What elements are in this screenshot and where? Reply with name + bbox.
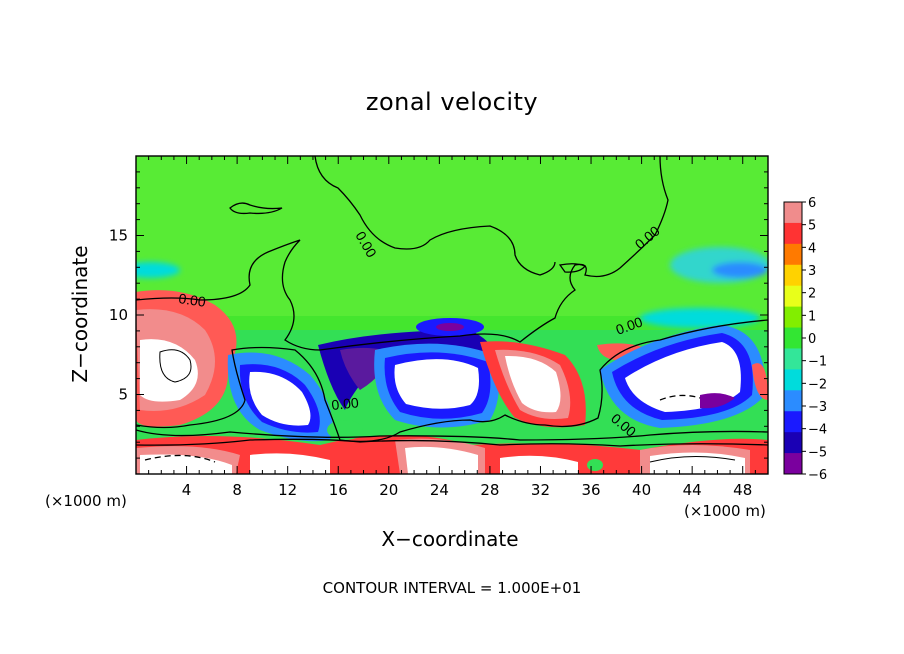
x-tick-label: 24 <box>430 481 449 499</box>
contour-label: 0.00 <box>331 394 360 413</box>
colorbar-swatch <box>784 222 802 245</box>
x-tick-label: 28 <box>480 481 499 499</box>
y-axis-label: Z−coordinate <box>68 245 92 383</box>
colorbar-swatch <box>784 306 802 329</box>
colorbar-tick-label: 6 <box>808 196 816 211</box>
y-tick-label: 5 <box>118 386 128 404</box>
contour-interval-note: CONTOUR INTERVAL = 1.000E+01 <box>322 579 582 597</box>
colorbar-swatch <box>784 390 802 412</box>
colorbar: 6 5 4 3 2 1 0 −1 −2 −3 −4 −5 −6 <box>783 196 827 483</box>
colorbar-tick-label: 3 <box>808 264 816 279</box>
contour-label: 0.00 <box>178 290 207 310</box>
x-tick-label: 32 <box>531 481 550 499</box>
colorbar-swatch <box>784 264 802 287</box>
colorbar-tick-label: 2 <box>808 287 816 302</box>
y-tick-label: 10 <box>109 306 128 324</box>
colorbar-swatch <box>784 348 802 370</box>
colorbar-tick-label: −4 <box>808 423 827 438</box>
colorbar-swatch <box>784 327 802 349</box>
y-axis-ticks: 5 10 15 <box>109 171 768 459</box>
colorbar-tick-label: −3 <box>808 400 827 415</box>
colorbar-swatch <box>784 243 802 266</box>
x-axis-ticks: 4 8 12 16 20 24 28 32 36 40 44 48 <box>148 156 756 499</box>
zero-contours <box>136 156 768 463</box>
colorbar-tick-label: −5 <box>808 445 827 460</box>
colorbar-tick-label: 5 <box>808 219 816 234</box>
colorbar-swatch <box>784 202 802 224</box>
colorbar-tick-label: 0 <box>808 332 816 347</box>
x-unit-left: (×1000 m) <box>45 492 127 510</box>
x-tick-label: 40 <box>632 481 651 499</box>
field-patches <box>136 290 768 474</box>
x-axis-label: X−coordinate <box>381 527 519 551</box>
x-unit-right: (×1000 m) <box>684 502 766 520</box>
colorbar-swatch <box>784 285 802 308</box>
colorbar-tick-label: 1 <box>808 309 816 324</box>
contour-plot-area: 0.00 0.00 0.00 0.00 0.00 0.00 <box>136 156 768 474</box>
x-tick-label: 36 <box>581 481 600 499</box>
x-tick-label: 8 <box>232 481 242 499</box>
colorbar-swatch <box>784 369 802 391</box>
colorbar-tick-label: −6 <box>808 468 827 483</box>
colorbar-swatch <box>784 453 802 475</box>
x-tick-label: 48 <box>733 481 752 499</box>
x-tick-label: 12 <box>278 481 297 499</box>
x-tick-label: 16 <box>329 481 348 499</box>
field-upper-light <box>136 156 768 316</box>
x-tick-label: 44 <box>683 481 702 499</box>
upper-right-jet <box>136 247 768 328</box>
x-tick-label: 4 <box>182 481 192 499</box>
colorbar-tick-label: 4 <box>808 241 816 256</box>
chart-title: zonal velocity <box>365 88 539 116</box>
colorbar-tick-label: −1 <box>808 355 827 370</box>
colorbar-tick-label: −2 <box>808 377 827 392</box>
x-tick-label: 20 <box>379 481 398 499</box>
y-tick-label: 15 <box>109 227 128 245</box>
colorbar-swatch <box>784 411 802 433</box>
colorbar-swatch <box>784 432 802 454</box>
